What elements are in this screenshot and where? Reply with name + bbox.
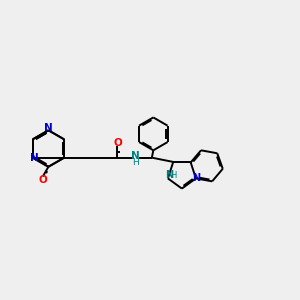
Text: O: O [113, 138, 122, 148]
Text: H: H [132, 158, 139, 167]
Text: H: H [171, 171, 177, 180]
Text: N: N [165, 170, 173, 181]
Text: N: N [44, 123, 53, 133]
Text: N: N [131, 151, 140, 161]
Text: N: N [30, 153, 39, 163]
Text: N: N [192, 173, 200, 183]
Text: O: O [39, 175, 47, 185]
